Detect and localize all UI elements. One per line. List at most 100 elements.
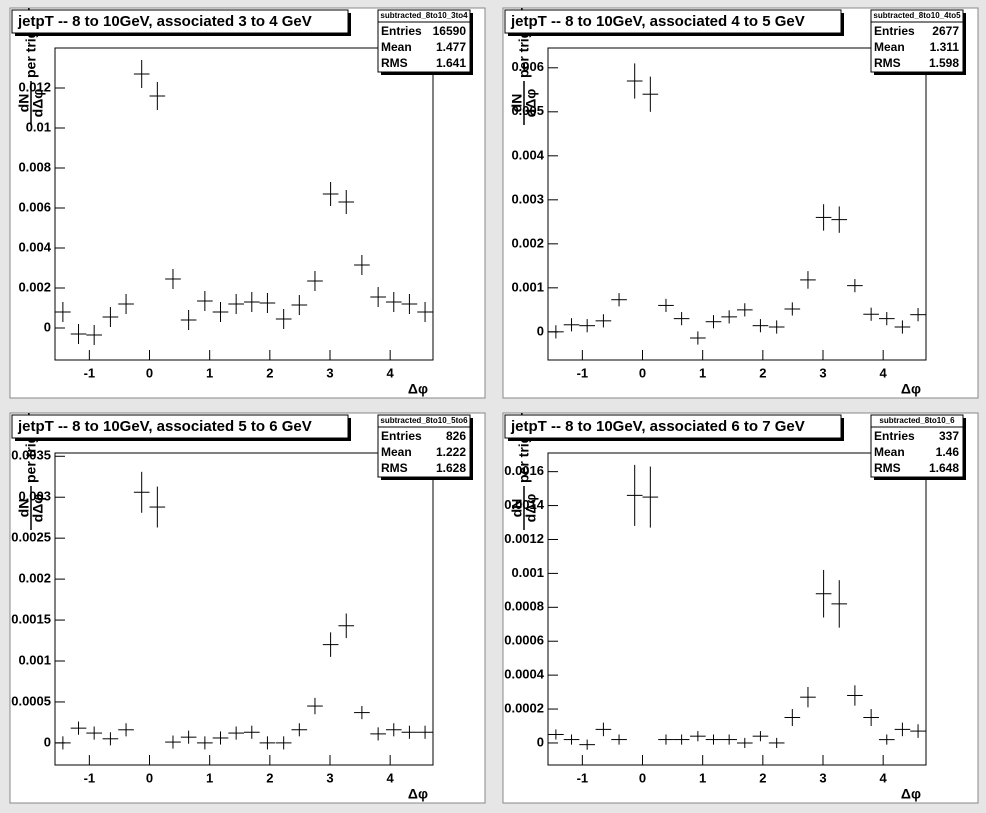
stats-name: subtracted_8to10_3to4 [380, 11, 468, 20]
x-tick-label: -1 [577, 770, 589, 785]
title-box [504, 9, 842, 34]
stats-label: Entries [381, 429, 422, 443]
stats-name: subtracted_8to10_4to5 [873, 11, 961, 20]
x-tick-label: 4 [880, 365, 888, 380]
stats-label: Mean [381, 445, 412, 459]
stats-value: 1.222 [436, 445, 466, 459]
y-tick-label: 0.006 [511, 59, 544, 74]
stats-label: Mean [381, 40, 412, 54]
x-axis-label: Δφ [408, 786, 428, 802]
stats-value: 16590 [433, 24, 467, 38]
y-label-numerator: dN [16, 94, 32, 113]
y-label-denominator: dΔφ [30, 89, 46, 118]
pad-background [502, 412, 979, 804]
y-label-denominator: dΔφ [523, 89, 539, 118]
y-label-denominator: dΔφ [30, 494, 46, 523]
x-tick-label: 0 [639, 770, 646, 785]
stats-label: Entries [381, 24, 422, 38]
title: jetpT -- 8 to 10GeV, associated 3 to 4 G… [17, 13, 312, 30]
stats-label: Entries [874, 429, 915, 443]
y-tick-label: 0.0012 [504, 531, 544, 546]
pad: 0 0.0005 0.001 0.0015 0.002 0.0025 0.003 0.0035… [9, 412, 486, 804]
y-tick-label: 0 [44, 319, 51, 334]
stats-label: RMS [381, 461, 408, 475]
x-tick-label: 2 [266, 365, 273, 380]
x-tick-label: 2 [759, 365, 766, 380]
y-tick-label: 0.0006 [504, 633, 544, 648]
title: jetpT -- 8 to 10GeV, associated 4 to 5 G… [510, 13, 805, 30]
stats-value: 1.311 [930, 40, 960, 54]
y-tick-label: 0.001 [511, 565, 544, 580]
stats-box [377, 414, 471, 478]
y-tick-label: 0 [537, 323, 544, 338]
y-tick-label: 0.012 [18, 79, 51, 94]
x-tick-label: -1 [84, 770, 96, 785]
x-tick-label: 4 [387, 365, 395, 380]
stats-value: 1.628 [436, 461, 466, 475]
stats-value: 826 [446, 429, 466, 443]
x-tick-label: 1 [206, 365, 213, 380]
y-label-numerator: dN [16, 499, 32, 518]
stats-value: 1.598 [929, 56, 959, 70]
x-tick-label: 4 [880, 770, 888, 785]
title-box [11, 9, 349, 34]
title: jetpT -- 8 to 10GeV, associated 6 to 7 G… [510, 418, 805, 435]
y-tick-label: 0.002 [18, 279, 51, 294]
x-axis-label: Δφ [901, 381, 921, 397]
stats-label: Mean [874, 40, 905, 54]
x-tick-label: 3 [326, 770, 333, 785]
x-tick-label: -1 [577, 365, 589, 380]
x-tick-label: -1 [84, 365, 96, 380]
stats-name: subtracted_8to10_5to6 [380, 416, 468, 425]
x-tick-label: 3 [326, 365, 333, 380]
y-tick-label: 0.0005 [11, 693, 51, 708]
stats-label: RMS [874, 461, 901, 475]
stats-value: 1.477 [436, 40, 466, 54]
x-tick-label: 4 [387, 770, 395, 785]
y-label-numerator: dN [509, 94, 525, 113]
y-tick-label: 0.0015 [11, 611, 51, 626]
y-tick-label: 0.0008 [504, 599, 544, 614]
stats-box [377, 9, 471, 73]
y-label-numerator: dN [509, 499, 525, 518]
y-tick-label: 0 [537, 734, 544, 749]
frame [54, 47, 434, 361]
stats-value: 1.648 [929, 461, 959, 475]
y-tick-label: 0.004 [18, 239, 51, 254]
y-tick-label: 0.0035 [11, 448, 51, 463]
stats-label: RMS [381, 56, 408, 70]
pad: 0 0.001 0.002 0.003 0.004 0.005 0.006 -1 0 1 2 3 4 Δφ… [502, 7, 979, 399]
x-tick-label: 3 [819, 770, 826, 785]
y-tick-label: 0.004 [511, 147, 544, 162]
y-tick-label: 0.002 [18, 571, 51, 586]
pad: 0 0.002 0.004 0.006 0.008 0.01 0.012 -1 0 1 2 3 4 Δφ d… [9, 7, 486, 399]
y-tick-label: 0.002 [511, 235, 544, 250]
y-tick-label: 0.006 [18, 199, 51, 214]
y-tick-label: 0.005 [511, 103, 544, 118]
x-tick-label: 2 [266, 770, 273, 785]
stats-label: RMS [874, 56, 901, 70]
y-tick-label: 0.003 [511, 191, 544, 206]
x-tick-label: 0 [146, 770, 153, 785]
stats-value: 337 [939, 429, 959, 443]
stats-value: 1.641 [436, 56, 466, 70]
x-tick-label: 3 [819, 365, 826, 380]
y-tick-label: 0.0016 [504, 463, 544, 478]
stats-label: Entries [874, 24, 915, 38]
x-tick-label: 0 [639, 365, 646, 380]
y-tick-label: 0.008 [18, 159, 51, 174]
stats-box [870, 9, 964, 73]
frame [54, 452, 434, 766]
pad: 0 0.0002 0.0004 0.0006 0.0008 0.001 0.0012 0.00… [502, 412, 979, 804]
stats-label: Mean [874, 445, 905, 459]
title: jetpT -- 8 to 10GeV, associated 5 to 6 G… [17, 418, 312, 435]
x-tick-label: 1 [206, 770, 213, 785]
y-tick-label: 0.0025 [11, 530, 51, 545]
x-axis-label: Δφ [408, 381, 428, 397]
frame [547, 47, 927, 361]
y-label-denominator: dΔφ [523, 494, 539, 523]
stats-name: subtracted_8to10_6 [879, 416, 955, 425]
y-tick-label: 0.01 [26, 119, 51, 134]
y-tick-label: 0.0002 [504, 700, 544, 715]
y-tick-label: 0.0004 [504, 667, 545, 682]
